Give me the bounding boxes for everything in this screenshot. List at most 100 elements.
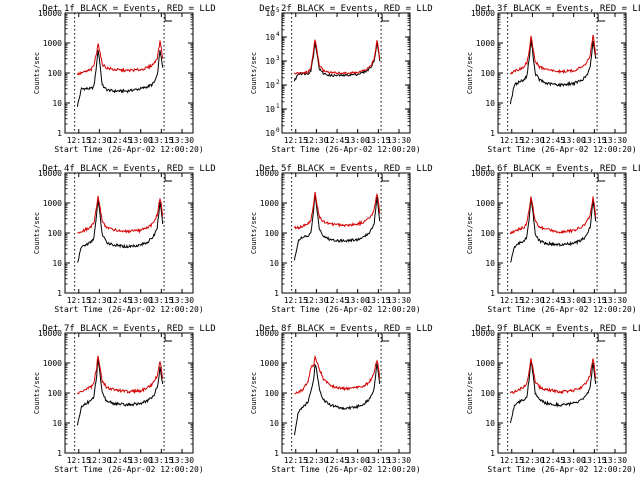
x-tick-label: 12:30 xyxy=(304,136,328,145)
y-tick-exponent: 4 xyxy=(276,31,280,38)
y-tick-label: 10 xyxy=(265,81,275,90)
x-tick-label: 12:30 xyxy=(520,136,544,145)
plot-frame xyxy=(497,172,627,294)
panel-det-7: Det 7f BLACK = Events, RED = LLD 12:1512:… xyxy=(33,324,216,474)
series-line-lld xyxy=(77,195,164,234)
series-line-lld xyxy=(509,358,597,395)
y-tick-label: 10 xyxy=(265,9,275,18)
y-axis-label: Counts/sec xyxy=(250,52,258,94)
panel-det-9: Det 9f BLACK = Events, RED = LLD12:1512:… xyxy=(466,324,640,474)
y-tick-label: 100 xyxy=(48,69,63,78)
y-axis-label: Counts/sec xyxy=(33,212,41,254)
series-line-lld xyxy=(509,34,597,75)
x-tick-label: 13:15 xyxy=(582,456,606,465)
x-tick-label: 12:30 xyxy=(520,456,544,465)
series-line-lld xyxy=(294,354,381,395)
panel-det-2: Det 2f BLACK = Events, RED = LLD12:1512:… xyxy=(250,4,433,154)
series-line-events xyxy=(76,358,164,426)
x-tick-label: 13:30 xyxy=(603,456,627,465)
y-tick-label: 10000 xyxy=(471,169,495,178)
y-tick-label: 10 xyxy=(52,99,62,108)
y-axis-label: Counts/sec xyxy=(250,212,258,254)
bracket-mark xyxy=(381,14,390,22)
panel-det-5: Det 5f BLACK = Events, RED = LLD12:1512:… xyxy=(250,164,433,314)
y-axis-label: Counts/sec xyxy=(33,372,41,414)
y-tick-label: 10000 xyxy=(255,329,279,338)
x-tick-label: 12:45 xyxy=(108,136,132,145)
series-line-events xyxy=(509,361,597,424)
y-tick-label: 1 xyxy=(490,129,495,138)
x-tick-label: 12:15 xyxy=(284,136,308,145)
x-axis-label: Start Time (26-Apr-02 12:00:20) xyxy=(487,465,636,474)
y-tick-label: 1 xyxy=(274,289,279,298)
x-tick-label: 13:15 xyxy=(582,136,606,145)
panel-det-3: Det 3f BLACK = Events, RED = LLD12:1512:… xyxy=(466,4,640,154)
y-axis-label: Counts/sec xyxy=(33,52,41,94)
x-axis-label: Start Time (26-Apr-02 12:00:20) xyxy=(54,465,203,474)
plot-frame xyxy=(497,332,627,454)
x-tick-label: 12:45 xyxy=(541,296,565,305)
plot-frame xyxy=(64,332,194,454)
series-line-lld xyxy=(509,196,597,235)
y-tick-label: 10 xyxy=(485,99,495,108)
y-tick-label: 10 xyxy=(265,57,275,66)
x-tick-label: 13:30 xyxy=(387,296,411,305)
y-tick-label: 10 xyxy=(265,105,275,114)
x-tick-label: 13:15 xyxy=(366,136,390,145)
x-tick-label: 12:30 xyxy=(87,136,111,145)
x-tick-label: 12:30 xyxy=(87,456,111,465)
plot-frame xyxy=(64,12,194,134)
x-tick-label: 12:30 xyxy=(304,296,328,305)
x-axis-label: Start Time (26-Apr-02 12:00:20) xyxy=(54,145,203,154)
bracket-mark xyxy=(597,174,606,182)
x-tick-label: 13:30 xyxy=(603,136,627,145)
panel-title: Det 3f BLACK = Events, RED = LLD xyxy=(475,4,640,14)
panel-title: Det 4f BLACK = Events, RED = LLD xyxy=(42,164,215,174)
x-tick-label: 13:30 xyxy=(170,136,194,145)
plot-frame xyxy=(281,12,411,134)
panel-title: Det 7f BLACK = Events, RED = LLD xyxy=(42,324,215,334)
y-tick-label: 100 xyxy=(265,389,280,398)
y-tick-label: 1000 xyxy=(43,359,62,368)
y-tick-label: 1000 xyxy=(476,199,495,208)
x-tick-label: 13:00 xyxy=(346,456,370,465)
panel-det-8: Det 8f BLACK = Events, RED = LLD12:1512:… xyxy=(250,324,433,474)
y-tick-label: 10000 xyxy=(471,329,495,338)
y-axis-label: Counts/sec xyxy=(466,52,474,94)
bracket-mark xyxy=(381,174,390,182)
panel-title: Det 9f BLACK = Events, RED = LLD xyxy=(475,324,640,334)
y-tick-label: 1000 xyxy=(260,199,279,208)
y-tick-label: 1 xyxy=(490,289,495,298)
plot-frame xyxy=(497,12,627,134)
x-tick-label: 12:45 xyxy=(541,136,565,145)
x-tick-label: 13:30 xyxy=(603,296,627,305)
y-tick-label: 1 xyxy=(57,449,62,458)
y-tick-label: 1000 xyxy=(476,39,495,48)
x-tick-label: 13:00 xyxy=(562,136,586,145)
y-tick-label: 1000 xyxy=(43,39,62,48)
y-axis-label: Counts/sec xyxy=(466,212,474,254)
x-tick-label: 12:15 xyxy=(67,456,91,465)
y-tick-label: 100 xyxy=(48,389,63,398)
plot-frame xyxy=(281,172,411,294)
y-tick-label: 10000 xyxy=(38,9,62,18)
x-tick-label: 13:00 xyxy=(129,136,153,145)
x-tick-label: 12:30 xyxy=(87,296,111,305)
panel-title: Det 8f BLACK = Events, RED = LLD xyxy=(259,324,432,334)
x-tick-label: 12:45 xyxy=(325,456,349,465)
x-tick-label: 12:45 xyxy=(541,456,565,465)
y-tick-label: 10 xyxy=(485,419,495,428)
x-axis-label: Start Time (26-Apr-02 12:00:20) xyxy=(54,305,203,314)
panel-title: Det 1f BLACK = Events, RED = LLD xyxy=(42,4,215,14)
x-tick-label: 13:15 xyxy=(582,296,606,305)
series-line-events xyxy=(293,194,381,261)
panel-det-4: Det 4f BLACK = Events, RED = LLD12:1512:… xyxy=(33,164,216,314)
panel-title: Det 6f BLACK = Events, RED = LLD xyxy=(475,164,640,174)
panel-det-6: Det 6f BLACK = Events, RED = LLD12:1512:… xyxy=(466,164,640,314)
y-axis-label: Counts/sec xyxy=(250,372,258,414)
x-tick-label: 13:00 xyxy=(346,136,370,145)
x-tick-label: 13:15 xyxy=(366,456,390,465)
x-tick-label: 12:15 xyxy=(500,456,524,465)
x-tick-label: 13:15 xyxy=(366,296,390,305)
